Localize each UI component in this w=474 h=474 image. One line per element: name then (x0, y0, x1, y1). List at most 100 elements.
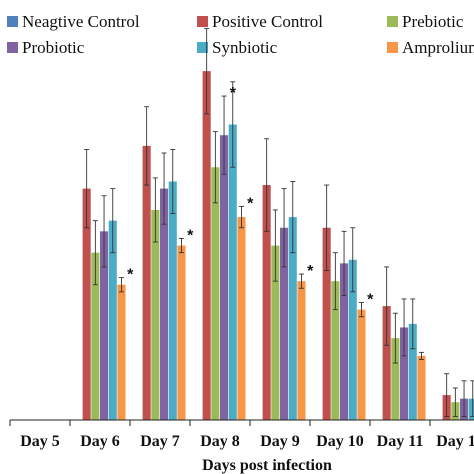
error-bar-probiotic-day-9 (281, 188, 287, 268)
legend-swatch (7, 16, 18, 27)
legend-label: Synbiotic (212, 38, 278, 57)
bar-amprolium-day-7 (177, 245, 186, 420)
bar-positive-control-day-10 (322, 227, 331, 420)
error-bar-prebiotic-day-12 (452, 387, 458, 417)
significance-star: * (187, 227, 194, 244)
bar-synbiotic-day-11 (408, 323, 417, 420)
significance-star: * (230, 85, 237, 102)
bar-amprolium-day-9 (297, 281, 306, 420)
bar-positive-control-day-7 (142, 145, 151, 420)
legend-swatch (387, 42, 398, 53)
error-bar-probiotic-day-8 (221, 95, 227, 175)
legend-label: Probiotic (22, 38, 85, 57)
bar-prebiotic-day-9 (271, 245, 280, 420)
error-bar-synbiotic-day-7 (170, 148, 176, 214)
bar-prebiotic-day-6 (91, 252, 100, 420)
legend-item-amprolium: Amprolium (387, 38, 474, 57)
x-tick-label-day-9: Day 9 (260, 433, 300, 450)
error-bar-positive-control-day-8 (204, 27, 210, 115)
bar-prebiotic-day-7 (151, 209, 160, 420)
error-bar-probiotic-day-10 (341, 230, 347, 296)
legend-swatch (387, 16, 398, 27)
x-tick-label-day-10: Day 10 (316, 433, 364, 450)
bar-amprolium-day-11 (417, 355, 426, 420)
error-bar-prebiotic-day-6 (92, 220, 98, 286)
x-tick-label-day-7: Day 7 (140, 433, 180, 450)
bar-prebiotic-day-8 (211, 167, 220, 420)
error-bar-amprolium-day-7 (178, 237, 184, 254)
legend-swatch (197, 16, 208, 27)
legend-label: Positive Control (212, 12, 323, 31)
error-bar-prebiotic-day-10 (332, 252, 338, 311)
error-bar-synbiotic-day-12 (470, 380, 474, 417)
error-bar-positive-control-day-7 (144, 106, 150, 186)
legend-label: Prebiotic (402, 12, 464, 31)
error-bar-positive-control-day-9 (264, 138, 270, 232)
significance-star: * (367, 292, 374, 309)
bar-positive-control-day-11 (382, 306, 391, 420)
legend-item-prebiotic: Prebiotic (387, 12, 464, 31)
bar-positive-control-day-8 (202, 71, 211, 421)
x-axis-title: Days post infection (202, 457, 332, 474)
legend-label: Neagtive Control (22, 12, 140, 31)
error-bar-prebiotic-day-7 (152, 177, 158, 243)
error-bar-amprolium-day-6 (118, 277, 124, 293)
bar-positive-control-day-9 (262, 185, 271, 420)
legend-item-neagtive-control: Neagtive Control (7, 12, 140, 31)
bar-synbiotic-day-6 (108, 220, 117, 420)
x-tick-label-day-8: Day 8 (200, 433, 240, 450)
error-bar-prebiotic-day-8 (212, 131, 218, 204)
legend-swatch (7, 42, 18, 53)
error-bar-prebiotic-day-9 (272, 209, 278, 282)
x-tick-label-day-6: Day 6 (80, 433, 120, 450)
bar-synbiotic-day-12 (468, 398, 474, 420)
bar-synbiotic-day-8 (228, 124, 237, 421)
error-bar-positive-control-day-11 (384, 266, 390, 346)
chart-legend: Neagtive Control Positive Control Prebioti… (7, 12, 474, 57)
error-bar-synbiotic-day-10 (350, 227, 356, 293)
significance-star: * (307, 263, 314, 280)
bar-synbiotic-day-10 (348, 259, 357, 420)
plot-area: * * * * * * (82, 27, 474, 421)
error-bar-synbiotic-day-9 (290, 181, 296, 254)
error-bar-positive-control-day-12 (444, 373, 450, 417)
bar-probiotic-day-6 (100, 231, 109, 420)
bar-probiotic-day-9 (280, 227, 289, 420)
bar-synbiotic-day-7 (168, 181, 177, 420)
x-tick-label-day-11: Day 11 (377, 433, 424, 450)
bar-probiotic-day-7 (160, 188, 169, 420)
bar-amprolium-day-6 (117, 284, 126, 420)
legend-item-synbiotic: Synbiotic (197, 38, 278, 57)
bar-synbiotic-day-9 (288, 217, 297, 420)
error-bar-probiotic-day-12 (461, 380, 467, 417)
bar-positive-control-day-6 (82, 188, 91, 420)
error-bar-synbiotic-day-8 (230, 81, 236, 168)
significance-star: * (247, 195, 254, 212)
legend-item-positive-control: Positive Control (197, 12, 323, 31)
error-bar-probiotic-day-11 (401, 298, 407, 357)
bar-probiotic-day-10 (340, 263, 349, 420)
error-bar-prebiotic-day-11 (392, 312, 398, 364)
bar-amprolium-day-10 (357, 309, 366, 420)
legend-label: Amprolium (402, 38, 474, 57)
error-bar-synbiotic-day-11 (410, 298, 416, 350)
error-bar-amprolium-day-8 (238, 205, 244, 229)
bar-probiotic-day-8 (220, 135, 229, 420)
legend-item-probiotic: Probiotic (7, 38, 85, 57)
error-bar-probiotic-day-6 (101, 195, 107, 268)
significance-star: * (127, 267, 134, 284)
error-bar-probiotic-day-7 (161, 152, 167, 225)
error-bar-positive-control-day-10 (324, 184, 330, 271)
legend-swatch (197, 42, 208, 53)
bar-prebiotic-day-11 (391, 338, 400, 420)
x-tick-label-day-5: Day 5 (20, 433, 60, 450)
error-bar-amprolium-day-10 (358, 302, 364, 318)
error-bar-synbiotic-day-6 (110, 188, 116, 254)
error-bar-amprolium-day-11 (418, 351, 424, 360)
bar-amprolium-day-8 (237, 217, 246, 420)
bar-probiotic-day-11 (400, 327, 409, 420)
error-bar-amprolium-day-9 (298, 273, 304, 289)
bar-prebiotic-day-10 (331, 281, 340, 420)
x-tick-label-day-12: Day 12 (436, 433, 474, 450)
